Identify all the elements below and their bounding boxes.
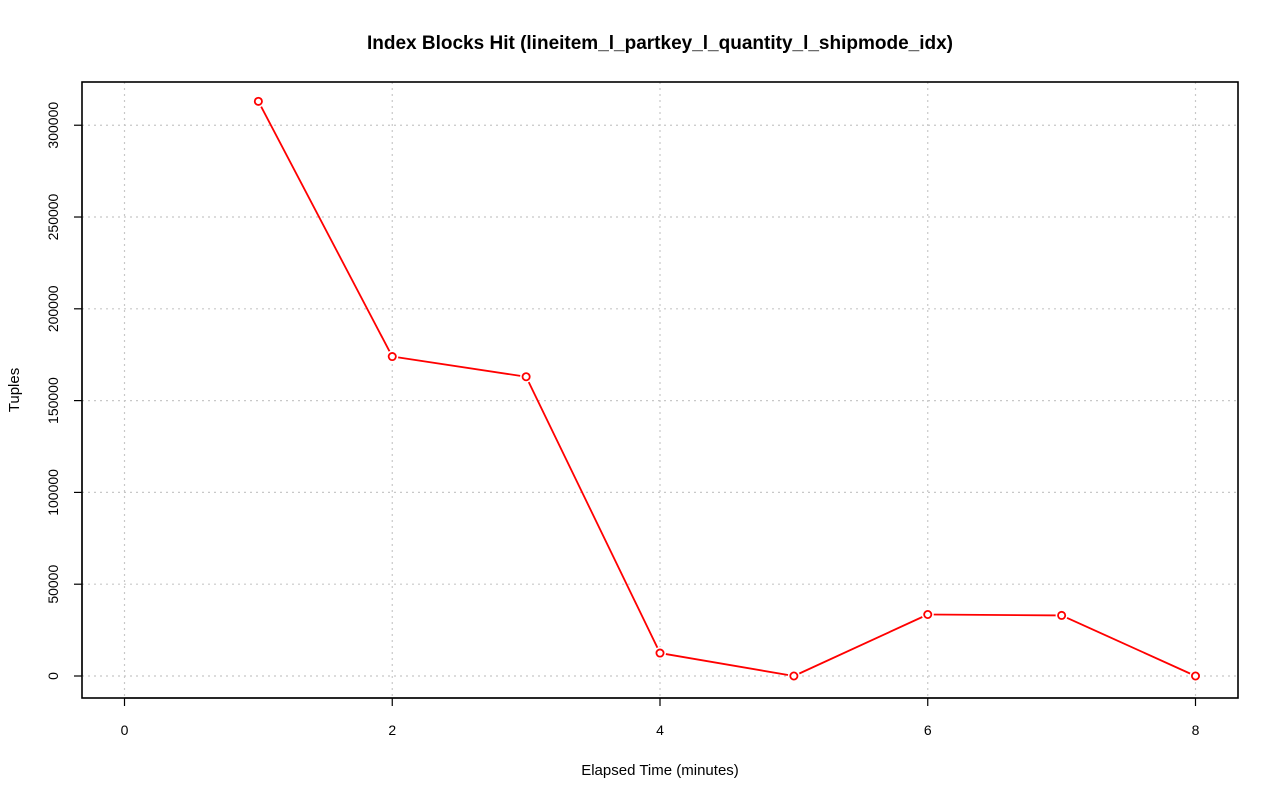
data-point <box>521 372 531 382</box>
data-point <box>789 671 799 681</box>
y-axis-label: Tuples <box>6 368 23 412</box>
x-tick-label: 8 <box>1192 722 1200 738</box>
series-layer <box>252 95 1202 682</box>
series-line-segment <box>659 652 795 677</box>
x-tick-label: 2 <box>388 722 396 738</box>
chart-title: Index Blocks Hit (lineitem_l_partkey_l_q… <box>367 33 953 54</box>
series-line-segment <box>257 100 394 357</box>
series-line-segment <box>1061 614 1196 677</box>
y-tick-label: 50000 <box>45 565 61 604</box>
y-tick-label: 150000 <box>45 377 61 424</box>
grid <box>82 82 1238 698</box>
y-tick-label: 250000 <box>45 193 61 240</box>
y-tick-label: 200000 <box>45 285 61 332</box>
data-point <box>655 648 665 658</box>
y-tick-label: 300000 <box>45 102 61 149</box>
x-axis-label: Elapsed Time (minutes) <box>581 762 739 779</box>
x-tick-label: 4 <box>656 722 664 738</box>
y-tick-label: 100000 <box>45 469 61 516</box>
x-tick-label: 6 <box>924 722 932 738</box>
series-line-segment <box>793 613 929 677</box>
series-line-segment <box>392 355 527 378</box>
x-axis: 0 2 4 6 8 <box>121 697 1200 738</box>
series-line-segment <box>927 613 1062 617</box>
data-point <box>1191 671 1201 681</box>
series-line-segment <box>525 376 661 654</box>
data-point <box>1057 610 1067 620</box>
data-point <box>923 609 933 619</box>
y-axis: 0 50000 100000 150000 200000 250000 300000 <box>45 102 83 680</box>
data-point <box>253 96 263 106</box>
x-tick-label: 0 <box>121 722 129 738</box>
y-tick-label: 0 <box>45 672 61 680</box>
data-point <box>387 352 397 362</box>
